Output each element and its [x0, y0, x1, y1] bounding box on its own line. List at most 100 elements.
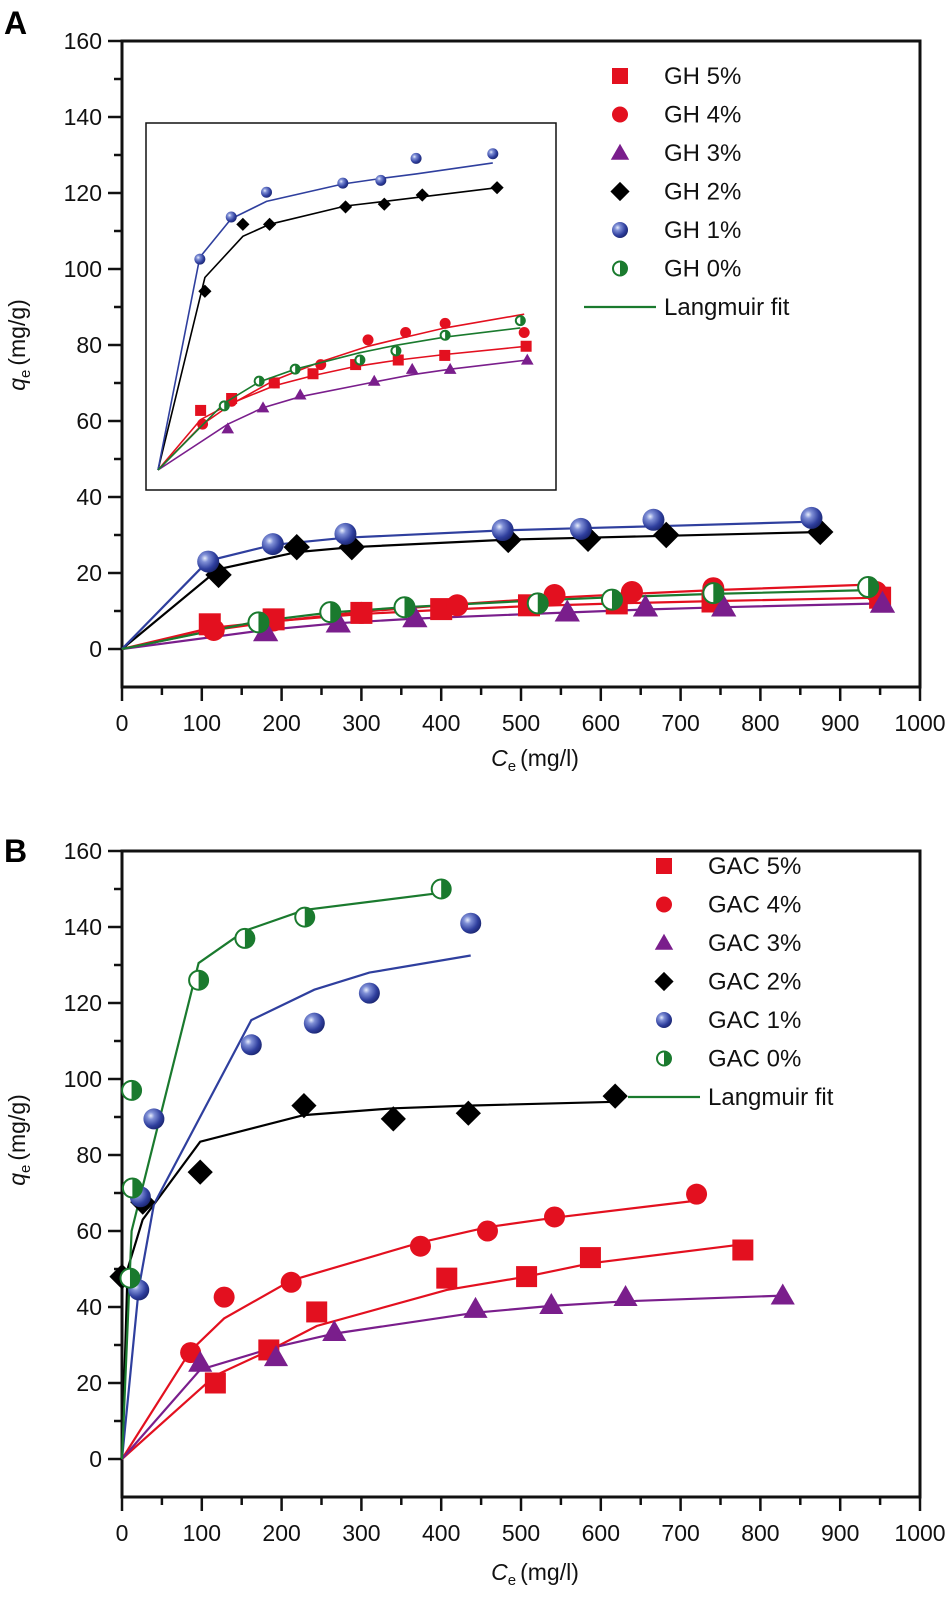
- inset-data-point-gh-4pct: [518, 327, 530, 338]
- legend-marker-gac-0pct: [656, 1050, 672, 1067]
- data-point-gac-4pct: [409, 1235, 431, 1257]
- legend-label: GAC 2%: [708, 969, 801, 996]
- legend-a: GH 5% GH 4% GH 3% GH 2% GH 1% GH 0% Langmuir f…: [584, 63, 790, 321]
- y-tick-label-a: 40: [76, 484, 102, 510]
- fit-line-gh-0pct: [121, 589, 869, 651]
- data-point-gac-3pct: [463, 1296, 488, 1318]
- inset-data-point-gh-2pct: [236, 217, 250, 231]
- y-tick-label-b: 100: [64, 1066, 102, 1092]
- data-point-gh-0pct: [702, 582, 725, 605]
- inset-data-point-gh-1pct: [375, 174, 387, 186]
- legend-item-langmuir-fit: Langmuir fit: [584, 294, 790, 321]
- y-tick-label-b: 60: [76, 1218, 102, 1244]
- x-tick-label-a: 900: [821, 710, 859, 736]
- axes-a: 0 100 200 300 400 500 600 700 800 900 1000 0 20 40 60 8…: [64, 28, 946, 736]
- data-point-gac-1pct: [358, 982, 380, 1004]
- inset-data-point-gh-5pct: [520, 340, 532, 352]
- data-point-gac-5pct: [579, 1247, 601, 1269]
- data-point-gac-5pct: [204, 1372, 226, 1394]
- legend-label: GAC 0%: [708, 1046, 801, 1073]
- legend-marker-gac-2pct: [654, 971, 674, 992]
- x-tick-label-a: 300: [342, 710, 380, 736]
- inset-data-point-gh-2pct: [263, 217, 277, 231]
- x-tick-label-b: 200: [262, 1520, 300, 1546]
- y-tick-label-a: 120: [64, 180, 102, 206]
- x-tick-label-b: 100: [183, 1520, 221, 1546]
- x-tick-label-b: 1000: [894, 1520, 945, 1546]
- inset-data-point-gh-1pct: [410, 152, 422, 164]
- data-point-gh-1pct: [569, 517, 592, 540]
- data-point-gac-2pct: [291, 1093, 317, 1119]
- x-tick-label-a: 200: [262, 710, 300, 736]
- data-point-gh-2pct: [283, 533, 310, 561]
- inset-fit-line-gh-2pct: [157, 186, 498, 471]
- fit-line-gac-1pct: [120, 954, 471, 1460]
- data-point-gac-5pct: [732, 1239, 754, 1261]
- data-point-gac-0pct: [430, 878, 452, 900]
- y-tick-label-a: 60: [76, 408, 102, 434]
- x-tick-label-a: 400: [422, 710, 460, 736]
- y-tick-label-a: 20: [76, 560, 102, 586]
- fit-line-gac-4pct: [121, 1199, 697, 1460]
- data-point-gac-3pct: [770, 1283, 795, 1305]
- inset-data-point-gh-5pct: [392, 354, 404, 366]
- data-point-gh-4pct: [350, 601, 373, 624]
- x-tick-label-b: 600: [582, 1520, 620, 1546]
- data-point-gac-4pct: [476, 1220, 498, 1242]
- data-point-gh-3pct: [632, 594, 659, 617]
- data-point-gh-4pct: [446, 594, 469, 617]
- x-tick-label-a: 100: [183, 710, 221, 736]
- data-point-gac-2pct: [455, 1100, 481, 1126]
- data-point-gh-3pct: [402, 605, 428, 628]
- panel-b: B 0 100 200 300 400 500 600 700 800 900 1000 0 20 40 6…: [4, 833, 946, 1589]
- inset-data-point-gh-1pct: [337, 177, 349, 189]
- x-tick-label-b: 500: [502, 1520, 540, 1546]
- data-point-gh-2pct: [205, 561, 232, 589]
- legend-label: GH 3%: [664, 140, 741, 167]
- inset-data-point-gh-5pct: [195, 404, 207, 416]
- legend-marker-gh-0pct: [612, 260, 628, 277]
- inset-data-point-gh-0pct: [289, 363, 301, 375]
- data-point-gac-3pct: [539, 1293, 564, 1315]
- legend-label: GAC 4%: [708, 892, 801, 919]
- data-point-gh-0pct: [600, 588, 623, 611]
- legend-label: GAC 5%: [708, 853, 801, 880]
- axes-b: 0 100 200 300 400 500 600 700 800 900 1000 0 20 40 60 8…: [64, 838, 946, 1546]
- data-point-gh-1pct: [642, 508, 665, 531]
- data-points-a: [197, 506, 896, 642]
- legend-marker-gh-4pct: [612, 106, 628, 123]
- legend-item-gac-3pct: GAC 3%: [654, 930, 801, 957]
- data-point-gh-2pct: [495, 526, 522, 554]
- inset-fit-line-gh-1pct: [157, 162, 493, 471]
- data-point-gh-1pct: [197, 550, 220, 573]
- inset-data-point-gh-3pct: [405, 362, 419, 374]
- data-point-gac-1pct: [240, 1034, 262, 1056]
- data-point-gh-3pct: [869, 590, 896, 613]
- inset-data-point-gh-2pct: [490, 181, 504, 195]
- legend-marker-gh-1pct: [612, 222, 628, 238]
- data-point-gh-4pct: [543, 584, 566, 607]
- legend-marker-gac-5pct: [656, 858, 672, 874]
- legend-b: GAC 5% GAC 4% GAC 3% GAC 2% GAC 1% GAC 0% Lang…: [628, 853, 834, 1111]
- legend-item-gh-4pct: GH 4%: [612, 102, 741, 129]
- data-point-gh-0pct: [247, 611, 270, 634]
- inset-data-point-gh-2pct: [377, 197, 391, 211]
- x-tick-label-a: 600: [582, 710, 620, 736]
- x-tick-label-b: 400: [422, 1520, 460, 1546]
- y-tick-label-b: 20: [76, 1370, 102, 1396]
- data-point-gh-0pct: [393, 596, 416, 619]
- y-tick-label-a: 140: [64, 104, 102, 130]
- inset-data-point-gh-5pct: [307, 368, 319, 380]
- legend-item-gh-5pct: GH 5%: [612, 63, 741, 90]
- legend-label: GAC 1%: [708, 1007, 801, 1034]
- y-tick-label-b: 0: [89, 1446, 102, 1472]
- y-tick-label-a: 160: [64, 28, 102, 54]
- inset-data-point-gh-4pct: [362, 334, 374, 346]
- data-point-gh-1pct: [334, 522, 357, 545]
- legend-marker-gh-2pct: [610, 181, 630, 202]
- legend-label: GAC 3%: [708, 930, 801, 957]
- x-axis-title-b: Ce (mg/l): [491, 1559, 579, 1589]
- inset-data-point-gh-3pct: [293, 388, 307, 400]
- y-tick-label-b: 140: [64, 914, 102, 940]
